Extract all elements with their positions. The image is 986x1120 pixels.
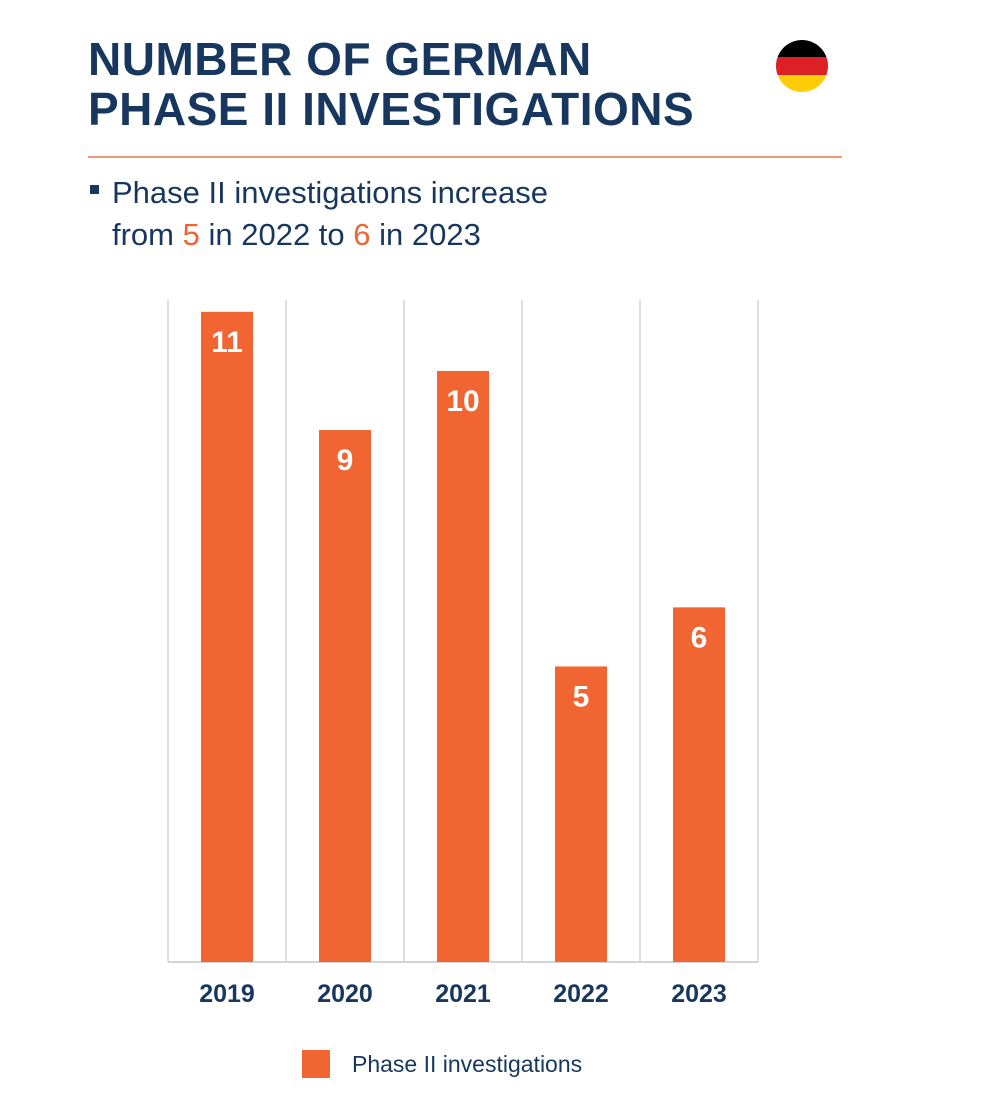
- summary-value-2022: 5: [182, 217, 200, 252]
- legend-label: Phase II investigations: [352, 1050, 583, 1077]
- x-tick-label-2022: 2022: [553, 980, 609, 1008]
- data-label-2020: 9: [337, 444, 354, 477]
- x-tick-label-2021: 2021: [435, 980, 491, 1008]
- title-divider: [88, 156, 842, 158]
- bar-2020: [319, 430, 371, 962]
- flag-stripe-red: [776, 57, 828, 75]
- chart-legend: Phase II investigations: [302, 1048, 582, 1080]
- x-tick-label-2020: 2020: [317, 980, 373, 1008]
- x-tick-label-2023: 2023: [671, 980, 727, 1008]
- bar-2023: [673, 607, 725, 962]
- bullet-square-icon: [90, 185, 99, 194]
- data-label-2021: 10: [446, 385, 479, 418]
- bar-2019: [201, 311, 253, 963]
- summary-line-1: Phase II investigations increase: [112, 175, 548, 210]
- summary-value-2023: 6: [353, 217, 371, 252]
- germany-flag-icon: [776, 40, 828, 92]
- title-line-1: NUMBER OF GERMAN: [88, 33, 592, 85]
- title-line-2: PHASE II INVESTIGATIONS: [88, 83, 695, 135]
- flag-stripe-black: [776, 40, 828, 58]
- bar-2022: [555, 666, 607, 962]
- summary-text-c: in 2023: [370, 217, 481, 252]
- summary-text-a: from: [112, 217, 183, 252]
- bar-chart: 11 2019 9 2020 10 2021 5 2022 6 2023: [167, 300, 759, 1008]
- flag-stripe-gold: [776, 74, 828, 92]
- summary-text-b: in 2022 to: [199, 217, 354, 252]
- x-tick-label-2019: 2019: [199, 980, 255, 1008]
- bar-2021: [437, 370, 489, 962]
- data-label-2019: 11: [211, 326, 243, 359]
- summary-text: Phase II investigations increase from 5 …: [112, 172, 790, 256]
- data-label-2022: 5: [573, 680, 590, 713]
- legend-swatch: [302, 1050, 330, 1078]
- chart-title: NUMBER OF GERMAN PHASE II INVESTIGATIONS: [88, 34, 768, 134]
- summary-line-2: from 5 in 2022 to 6 in 2023: [112, 214, 790, 256]
- data-label-2023: 6: [691, 621, 708, 654]
- summary-bullet: Phase II investigations increase from 5 …: [90, 172, 790, 256]
